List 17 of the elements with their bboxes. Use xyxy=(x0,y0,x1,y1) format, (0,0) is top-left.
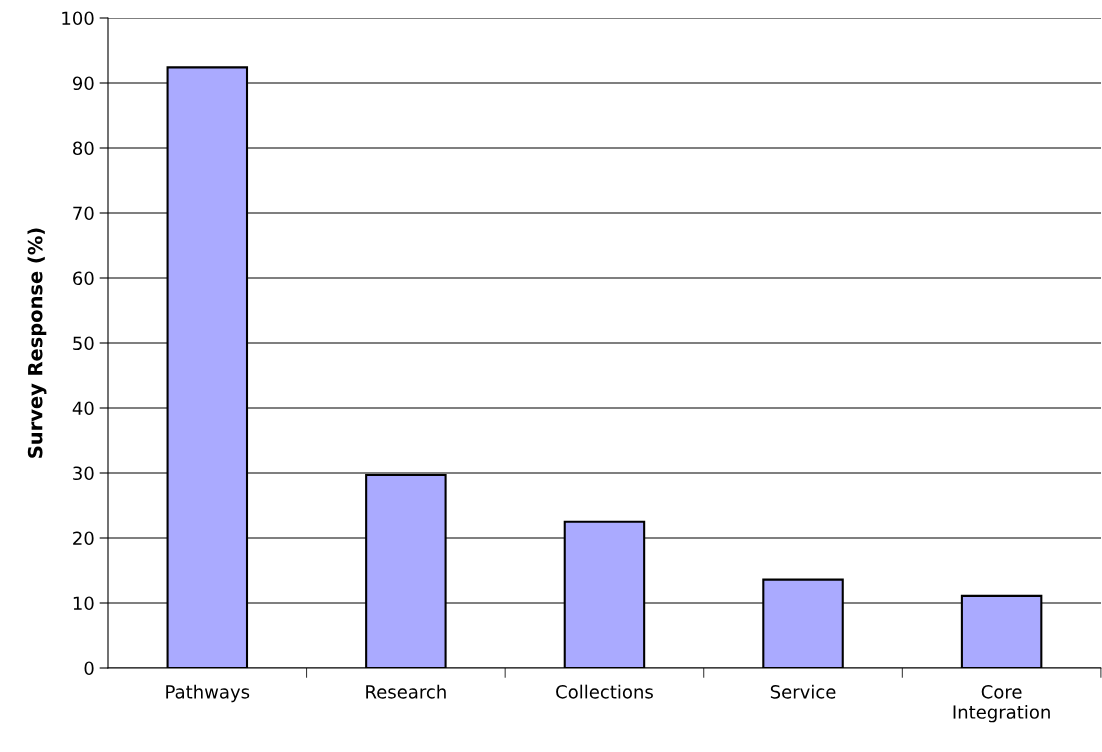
x-tick-label: Service xyxy=(770,684,836,699)
x-tick-label: Pathways xyxy=(166,684,250,703)
y-tick-label: 0 xyxy=(84,661,94,676)
y-tick-label: 20 xyxy=(73,531,94,546)
y-tick-label: 60 xyxy=(73,271,94,286)
y-tick-label: 70 xyxy=(73,206,94,221)
y-tick-label: 10 xyxy=(73,596,94,611)
y-tick-label: 90 xyxy=(72,76,94,91)
x-tick-label: Core Integration xyxy=(953,684,1050,723)
y-tick-label: 30 xyxy=(73,466,94,481)
y-tick-label: 50 xyxy=(73,336,94,351)
x-tick-label: Collections xyxy=(556,684,653,699)
x-tick-label: Research xyxy=(366,684,446,699)
y-axis-title: Survey Response (%) xyxy=(27,228,47,458)
y-tick-label: 100 xyxy=(62,11,94,26)
y-tick-label: 40 xyxy=(72,401,94,416)
y-tick-label: 80 xyxy=(73,141,94,156)
